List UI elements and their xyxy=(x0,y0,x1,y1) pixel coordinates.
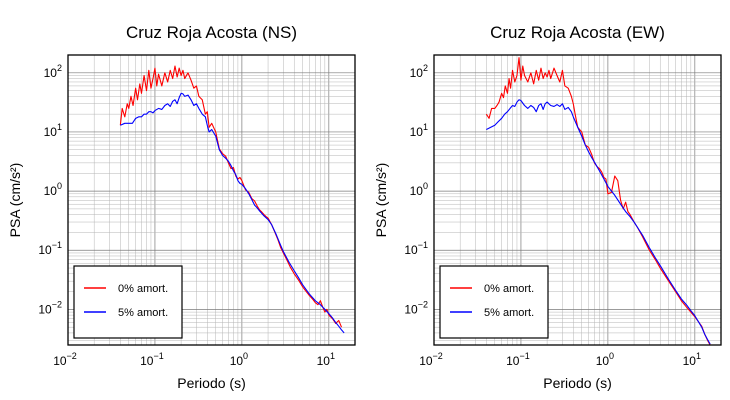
y-tick-label: 100 xyxy=(410,181,428,198)
chart-title: Cruz Roja Acosta (EW) xyxy=(490,23,665,42)
legend-label: 0% amort. xyxy=(484,283,534,295)
y-tick-label: 10−2 xyxy=(404,299,428,316)
series-line-damped xyxy=(120,92,345,334)
x-tick-label: 10−2 xyxy=(419,351,443,368)
legend-label: 5% amort. xyxy=(484,307,534,319)
chart-title: Cruz Roja Acosta (NS) xyxy=(126,23,297,42)
x-tick-label: 101 xyxy=(317,351,335,368)
y-tick-label: 102 xyxy=(410,63,428,80)
legend-label: 5% amort. xyxy=(118,307,168,319)
y-tick-label: 101 xyxy=(44,122,62,139)
y-tick-label: 10−2 xyxy=(38,299,62,316)
legend-box xyxy=(73,265,183,339)
legend-label: 0% amort. xyxy=(118,283,168,295)
series-line-damped xyxy=(486,99,711,345)
legend: 0% amort. 5% amort. xyxy=(73,265,183,339)
x-tick-label: 10−2 xyxy=(53,351,77,368)
series-line-undamped xyxy=(119,65,343,328)
x-tick-label: 10−1 xyxy=(506,351,530,368)
y-tick-label: 10−1 xyxy=(404,240,428,257)
legend: 0% amort. 5% amort. xyxy=(439,265,549,339)
x-tick-label: 10−1 xyxy=(140,351,164,368)
y-tick-label: 102 xyxy=(44,63,62,80)
y-tick-label: 100 xyxy=(44,181,62,198)
chart-panel-1: Cruz Roja Acosta (NS) 10−2 10−1 100 101 10−2 1… xyxy=(7,23,356,391)
y-tick-label: 10−1 xyxy=(38,240,62,257)
x-axis-label: Periodo (s) xyxy=(543,375,611,391)
x-tick-label: 100 xyxy=(596,351,614,368)
plot-frame xyxy=(433,54,722,346)
y-axis-label: PSA (cm/s²) xyxy=(7,163,23,238)
plot-frame xyxy=(67,54,356,346)
x-axis-label: Periodo (s) xyxy=(177,375,245,391)
series-line-undamped xyxy=(485,57,711,346)
y-tick-label: 101 xyxy=(410,122,428,139)
x-tick-label: 100 xyxy=(230,351,248,368)
legend-box xyxy=(439,265,549,339)
x-tick-label: 101 xyxy=(683,351,701,368)
y-axis-label: PSA (cm/s²) xyxy=(373,163,389,238)
chart-panel-2: Cruz Roja Acosta (EW) 10−2 10−1 100 101 10−2 1… xyxy=(373,23,722,391)
